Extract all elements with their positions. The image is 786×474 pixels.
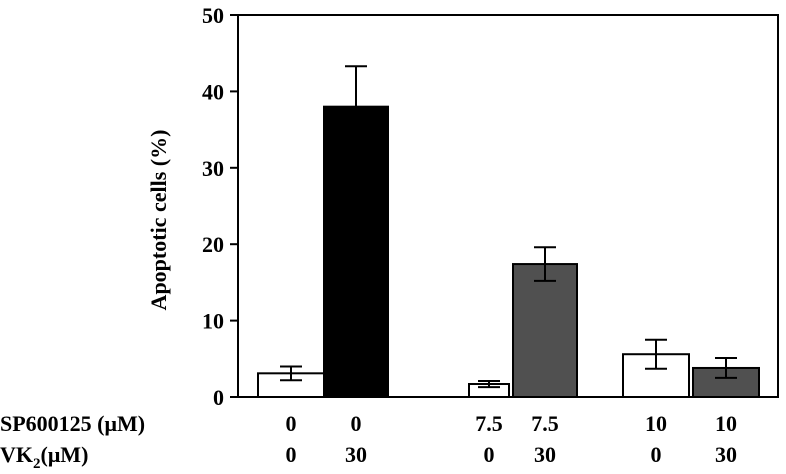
error-bar-1 (280, 365, 302, 382)
vk-label-unit: (μM) (41, 442, 89, 467)
vk-label-subscript: 2 (33, 456, 41, 472)
y-tick-label: 30 (202, 156, 224, 181)
bar-4 (512, 263, 578, 398)
bars (257, 105, 760, 399)
y-tick-label: 20 (202, 232, 224, 257)
vk-label-main: VK (0, 442, 33, 467)
error-bar-3 (478, 379, 500, 389)
sp600125-value-label: 0 (286, 411, 297, 436)
y-tick-label: 50 (202, 3, 224, 28)
sp600125-value-label: 0 (351, 411, 362, 436)
vk2-value-label: 0 (484, 442, 495, 467)
error-bar-5 (645, 338, 667, 370)
vk2-value-label: 0 (651, 442, 662, 467)
vk2-value-label: 30 (345, 442, 367, 467)
sp600125-value-label: 10 (715, 411, 737, 436)
bar-2 (323, 105, 389, 399)
sp600125-row-label: SP600125 (μM) (0, 411, 145, 436)
y-tick-label: 40 (202, 79, 224, 104)
vk2-value-label: 30 (715, 442, 737, 467)
y-axis-ticks: 0 10 20 30 40 50 (202, 3, 238, 410)
vk2-value-label: 0 (286, 442, 297, 467)
y-axis-label: Apoptotic cells (%) (146, 130, 171, 311)
error-bar-2 (345, 65, 367, 149)
y-tick-label: 0 (213, 385, 224, 410)
error-bar-6 (715, 357, 737, 379)
sp600125-value-label: 7.5 (475, 411, 503, 436)
sp600125-value-label: 7.5 (531, 411, 559, 436)
vk2-value-label: 30 (534, 442, 556, 467)
sp600125-value-label: 10 (645, 411, 667, 436)
y-tick-label: 10 (202, 309, 224, 334)
error-bars (280, 65, 737, 389)
x-category-labels: 0 0 0 30 7.5 0 7.5 30 10 0 10 30 (286, 411, 738, 467)
plot-frame (237, 14, 779, 398)
vk2-row-label: VK2(μM) (0, 442, 88, 472)
error-bar-4 (534, 246, 556, 282)
